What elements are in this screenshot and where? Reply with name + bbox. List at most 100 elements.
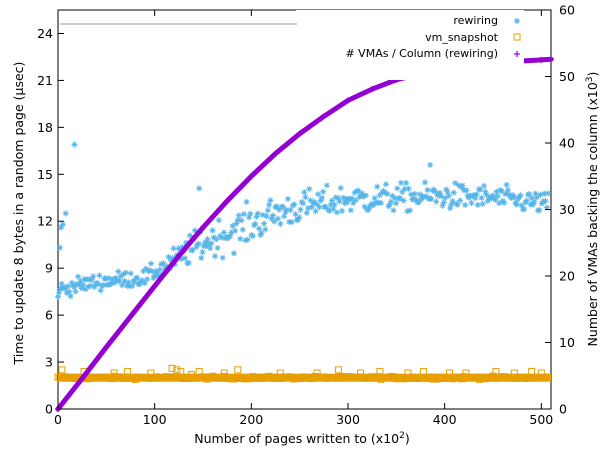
rewiring-point [209,227,216,234]
vmas-column-point [272,150,279,157]
rewiring-point [393,200,400,207]
rewiring-point [67,293,74,300]
vm-snapshot-point [168,364,176,372]
rewiring-point [59,221,66,228]
y-right-tick-label: 10 [559,335,575,350]
vm-snapshot-point [376,367,384,375]
rewiring-point [427,161,434,168]
rewiring-point [504,187,511,194]
rewiring-point [457,197,464,204]
rewiring-point [122,269,129,276]
rewiring-point [134,274,141,281]
vm-snapshot-point [541,373,549,381]
rewiring-point [82,286,89,293]
vmas-column-point [151,282,158,289]
rewiring-point [284,195,291,202]
rewiring-point [237,235,244,242]
rewiring-point [281,213,288,220]
rewiring-point [377,200,384,207]
rewiring-point [258,230,265,237]
y-right-tick-label: 50 [559,69,575,84]
rewiring-point [333,209,340,216]
series-vmas-column [55,56,554,412]
rewiring-point [347,207,354,214]
rewiring-point [266,201,273,208]
rewiring-point [421,179,428,186]
vm-snapshot-point [124,367,132,375]
rewiring-point [315,191,322,198]
vm-snapshot-point [110,369,118,377]
rewiring-point [302,194,309,201]
rewiring-point [513,201,520,208]
rewiring-point [312,208,319,215]
rewiring-point [264,207,271,214]
rewiring-point [273,203,280,210]
rewiring-point [214,244,221,251]
rewiring-point [477,186,484,193]
rewiring-point [243,198,250,205]
plot-data [54,56,554,412]
legend-marker-vm-snapshot [513,33,521,41]
rewiring-point [97,287,104,294]
x-axis-title: Number of pages written to (x102) [194,431,409,446]
y-left-tick-label: 21 [37,73,53,88]
rewiring-point [433,198,440,205]
rewiring-point [147,260,154,267]
rewiring-point [301,189,308,196]
vmas-column-line [55,56,554,412]
rewiring-point [518,202,525,209]
rewiring-point [450,189,457,196]
rewiring-point [336,198,343,205]
vmas-column-point [296,130,303,137]
rewiring-point [144,276,151,283]
rewiring-point [252,220,259,227]
rewiring-point [394,185,401,192]
vmas-column-point [175,253,182,260]
rewiring-point [449,198,456,205]
rewiring-point [389,192,396,199]
rewiring-point [239,226,246,233]
rewiring-point [445,192,452,199]
rewiring-point [503,181,510,188]
rewiring-point [198,254,205,261]
rewiring-point [80,281,87,288]
vmas-column-point [79,375,86,382]
rewiring-point [316,204,323,211]
vmas-column-point [538,56,545,63]
vm-snapshot-point [334,366,342,374]
rewiring-point [424,187,431,194]
rewiring-point [274,215,281,222]
rewiring-point [526,191,533,198]
legend-marker-vmas-column [514,51,520,57]
rewiring-point [474,201,481,208]
rewiring-point [452,180,459,187]
rewiring-point [300,200,307,207]
vmas-column-point [369,86,376,93]
rewiring-point [186,232,193,239]
rewiring-point [288,219,295,226]
rewiring-point [199,249,206,256]
rewiring-point [408,191,415,198]
vm-snapshot-point [537,369,545,377]
rewiring-point [204,236,211,243]
y-axis-left-title: Time to update 8 bytes in a random page … [11,62,26,366]
rewiring-point [244,236,251,243]
rewiring-point [306,185,313,192]
rewiring-point [533,194,540,201]
vm-snapshot-point [220,369,228,377]
rewiring-point [271,218,278,225]
rewiring-point [129,282,136,289]
rewiring-point [207,245,214,252]
y-left-tick-label: 9 [45,261,53,276]
y-right-tick-label: 20 [559,269,575,284]
rewiring-point [396,195,403,202]
y-left-tick-label: 12 [37,214,53,229]
y-left-tick-label: 6 [45,308,53,323]
rewiring-point [151,272,158,279]
axis-ticks: 0 100 200 300 400 500 0 3 6 9 12 15 18 21 24 0 10 20 30 40 5… [37,3,575,428]
rewiring-point [536,207,543,214]
vmas-column-point [200,224,206,231]
rewiring-point [432,188,438,195]
rewiring-point [531,198,538,205]
